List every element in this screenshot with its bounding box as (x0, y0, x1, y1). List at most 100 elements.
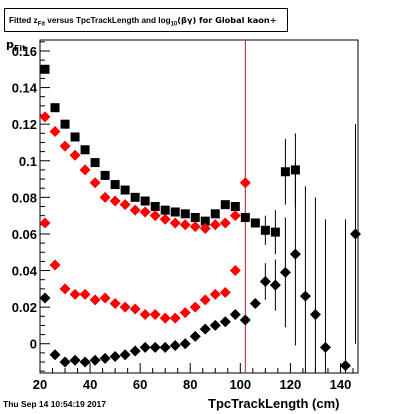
data-point-diamond (39, 111, 51, 123)
data-point-diamond (139, 206, 151, 218)
data-point-diamond (169, 340, 181, 352)
data-point-diamond (139, 341, 151, 353)
data-point-diamond (59, 283, 71, 295)
data-point-square (280, 167, 290, 177)
data-point-square (90, 158, 100, 168)
data-point-diamond (189, 330, 201, 342)
data-point-diamond (209, 219, 221, 231)
data-point-diamond (339, 360, 351, 372)
data-point-diamond (49, 259, 61, 271)
data-point-diamond (79, 164, 91, 176)
data-point-diamond (109, 297, 121, 309)
data-point-diamond (99, 191, 111, 203)
data-point-square (210, 209, 220, 219)
data-point-diamond (209, 319, 221, 331)
series-1 (39, 111, 251, 234)
data-point-diamond (69, 149, 81, 161)
data-point-diamond (139, 308, 151, 320)
x-tick-label: 20 (33, 377, 47, 392)
axis-ticks: 20 40 60 80 100 120 140 0 0.02 0.04 0.06 0.08 0.1 0.1… (12, 41, 354, 392)
data-point-diamond (149, 210, 161, 222)
data-point-diamond (59, 140, 71, 152)
data-point-diamond (239, 314, 251, 326)
y-axis-label-sub: Fit (13, 44, 26, 54)
data-point-diamond (149, 341, 161, 353)
plot-frame (39, 39, 359, 374)
data-point-diamond (159, 213, 171, 225)
data-point-diamond (179, 338, 191, 350)
series-3 (39, 124, 361, 373)
data-point-diamond (109, 351, 121, 363)
data-point-square (260, 225, 270, 235)
data-point-square (70, 132, 80, 142)
data-point-diamond (99, 292, 111, 304)
series-0 (40, 64, 300, 255)
title-sub-10: 10 (170, 21, 178, 28)
y-axis-label-main: p (6, 38, 14, 51)
data-point-diamond (49, 349, 61, 361)
data-point-square (100, 170, 110, 180)
data-point-diamond (159, 341, 171, 353)
data-point-diamond (209, 288, 221, 300)
data-point-square (160, 205, 170, 215)
x-tick-label: 100 (229, 377, 251, 392)
y-tick-label: 0.06 (12, 227, 37, 242)
data-point-diamond (219, 286, 231, 298)
data-point-diamond (239, 177, 251, 189)
data-point-diamond (129, 204, 141, 216)
data-point-diamond (189, 221, 201, 233)
data-point-square (240, 212, 250, 222)
data-point-diamond (119, 199, 131, 211)
data-point-diamond (229, 265, 241, 277)
data-point-square (80, 145, 90, 155)
data-point-diamond (169, 217, 181, 229)
x-tick-label: 40 (83, 377, 97, 392)
data-point-square (170, 207, 180, 217)
data-point-diamond (199, 294, 211, 306)
y-tick-label: 0.04 (12, 264, 38, 279)
chart-title: Fitted zFit versus TpcTrackLength and lo… (4, 8, 288, 32)
data-point-square (150, 202, 160, 211)
data-point-diamond (149, 308, 161, 320)
data-point-square (130, 192, 140, 202)
y-axis-label: pFit (6, 38, 26, 53)
y-tick-label: 0.02 (12, 300, 37, 315)
data-point-diamond (59, 356, 71, 368)
data-point-diamond (119, 301, 131, 313)
data-point-diamond (119, 349, 131, 361)
data-point-diamond (179, 307, 191, 319)
y-tick-label: 0.12 (12, 117, 37, 132)
data-point-diamond (289, 248, 301, 260)
data-point-diamond (249, 297, 261, 309)
data-point-diamond (89, 294, 101, 306)
data-point-diamond (199, 222, 211, 234)
data-point-diamond (349, 228, 361, 240)
data-point-diamond (129, 303, 141, 315)
y-tick-label: 0.08 (12, 190, 37, 205)
y-tick-label: 0.1 (19, 154, 37, 169)
data-point-diamond (219, 217, 231, 229)
data-point-diamond (189, 301, 201, 313)
data-point-diamond (159, 312, 171, 324)
title-suffix: (βγ) for Global kaon+ (177, 15, 277, 25)
title-middle: versus TpcTrackLength and log (45, 16, 171, 25)
data-point-diamond (79, 356, 91, 368)
data-point-diamond (99, 352, 111, 364)
data-point-diamond (179, 219, 191, 231)
data-point-square (120, 185, 130, 195)
data-point-diamond (319, 341, 331, 353)
y-tick-label: 0.16 (12, 44, 37, 59)
x-axis-label: TpcTrackLength (cm) (208, 396, 340, 411)
data-point-diamond (279, 266, 291, 278)
data-point-square (220, 200, 230, 210)
data-point-square (200, 216, 210, 226)
data-point-diamond (69, 288, 81, 300)
data-point-square (230, 202, 240, 211)
data-point-square (60, 119, 70, 129)
data-point-square (50, 103, 60, 113)
data-point-diamond (219, 316, 231, 328)
title-sub-fit: Fit (37, 21, 45, 28)
data-point-square (110, 180, 120, 190)
data-point-diamond (169, 312, 181, 324)
